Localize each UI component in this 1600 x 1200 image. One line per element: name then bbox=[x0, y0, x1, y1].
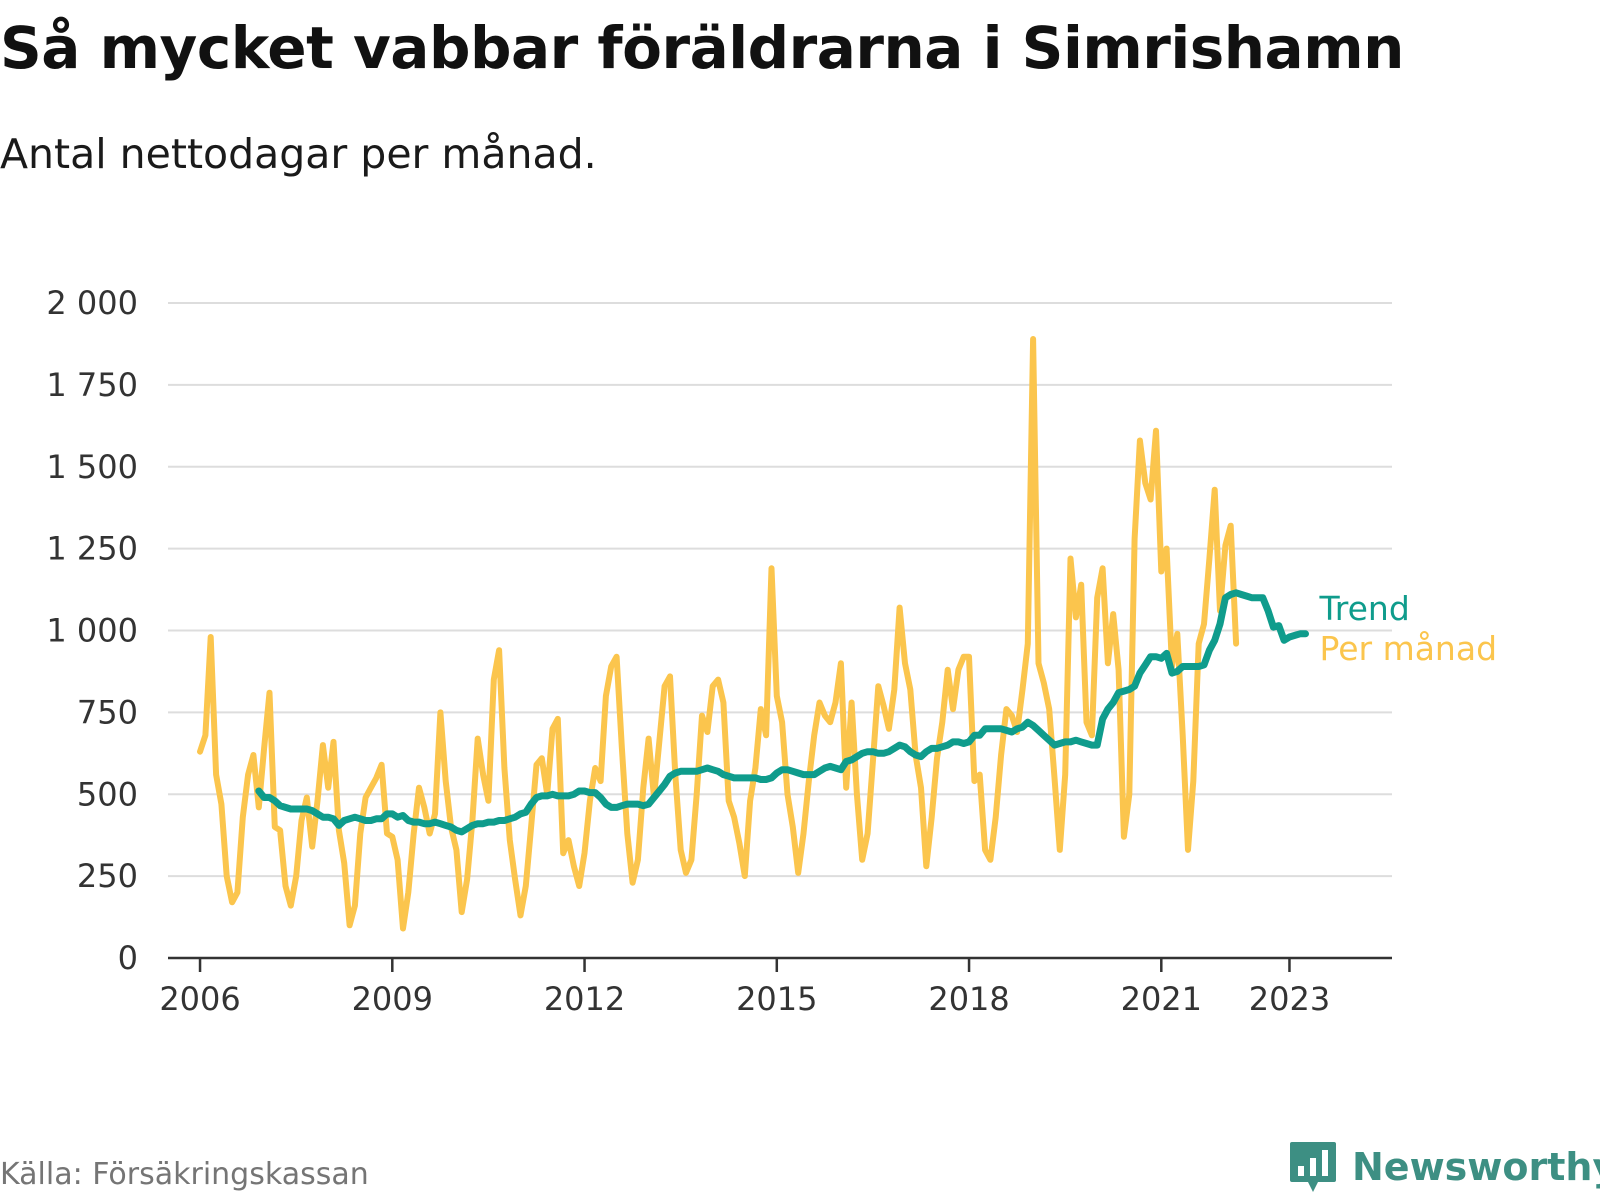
bar-chart-speech-bubble-icon bbox=[1290, 1142, 1336, 1192]
x-tick-label: 2018 bbox=[928, 980, 1009, 1018]
y-axis-tick-labels: 0 250 500 750 1 000 1 250 1 500 1 750 2 000 bbox=[46, 284, 138, 977]
x-tick-label: 2015 bbox=[736, 980, 817, 1018]
series-lines bbox=[197, 336, 1309, 932]
y-tick-label: 2 000 bbox=[46, 284, 138, 322]
line-chart: 0 250 500 750 1 000 1 250 1 500 1 750 2 000 2006… bbox=[46, 284, 1497, 1018]
series-line-trend bbox=[255, 589, 1309, 836]
x-tick-label: 2021 bbox=[1121, 980, 1202, 1018]
series-line-per-manad bbox=[197, 336, 1240, 932]
brand-logo: Newsworthy bbox=[1288, 1140, 1600, 1194]
source-note: Källa: Försäkringskassan bbox=[0, 1157, 369, 1192]
y-tick-label: 1 000 bbox=[46, 612, 138, 650]
y-tick-label: 500 bbox=[77, 775, 138, 813]
chart-subtitle: Antal nettodagar per månad. bbox=[0, 130, 597, 178]
x-tick-label: 2023 bbox=[1249, 980, 1330, 1018]
chart-title: Så mycket vabbar föräldrarna i Simrisham… bbox=[0, 14, 1404, 82]
y-tick-label: 0 bbox=[118, 939, 138, 977]
y-tick-label: 1 750 bbox=[46, 366, 138, 404]
x-tick-label: 2006 bbox=[159, 980, 240, 1018]
y-tick-label: 1 250 bbox=[46, 530, 138, 568]
brand-name: Newsworthy bbox=[1352, 1145, 1600, 1189]
y-tick-label: 1 500 bbox=[46, 448, 138, 486]
series-label-trend: Trend bbox=[1318, 589, 1409, 628]
x-tick-label: 2012 bbox=[544, 980, 625, 1018]
y-tick-label: 750 bbox=[77, 693, 138, 731]
x-axis: 2006 2009 2012 2015 2018 2021 2023 bbox=[159, 956, 1392, 1018]
series-label-per-manad: Per månad bbox=[1319, 629, 1497, 668]
x-tick-label: 2009 bbox=[352, 980, 433, 1018]
y-tick-label: 250 bbox=[77, 857, 138, 895]
